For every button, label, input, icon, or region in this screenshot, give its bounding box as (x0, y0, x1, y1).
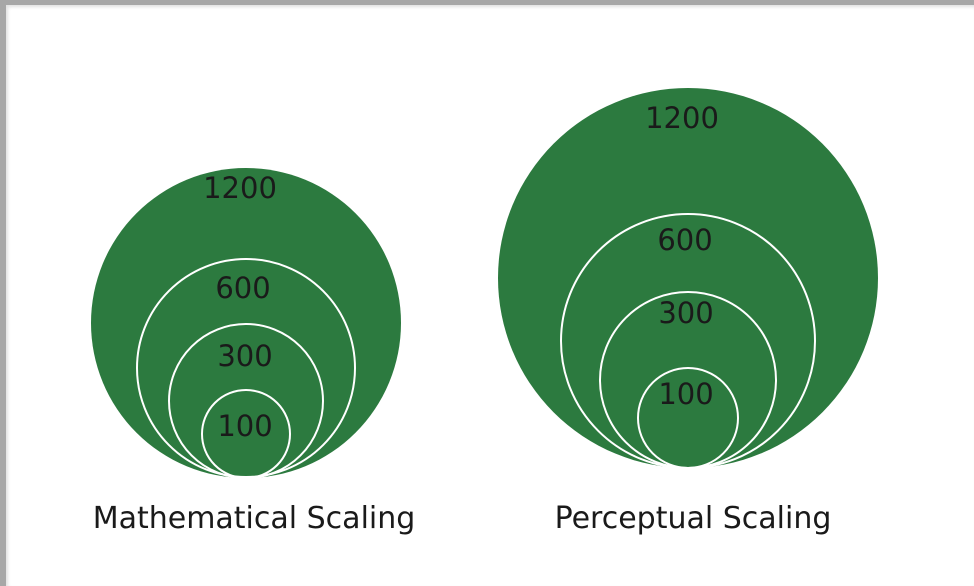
circle-100 (637, 367, 739, 469)
caption-mathematical-scaling: Mathematical Scaling (93, 501, 416, 536)
label-100: 100 (658, 377, 713, 411)
label-600: 600 (657, 223, 712, 257)
circle-100 (201, 389, 291, 479)
perceptual-scaling-diagram: 1200 600 300 100 Perceptual Scaling (498, 88, 878, 536)
label-100: 100 (217, 409, 272, 443)
label-300: 300 (658, 296, 713, 330)
label-300: 300 (217, 339, 272, 373)
caption-perceptual-scaling: Perceptual Scaling (555, 501, 832, 536)
label-1200: 1200 (645, 101, 719, 135)
label-600: 600 (215, 271, 270, 305)
mathematical-scaling-diagram: 1200 600 300 100 Mathematical Scaling (91, 168, 415, 536)
circle-1200 (498, 88, 878, 468)
label-1200: 1200 (203, 171, 277, 205)
